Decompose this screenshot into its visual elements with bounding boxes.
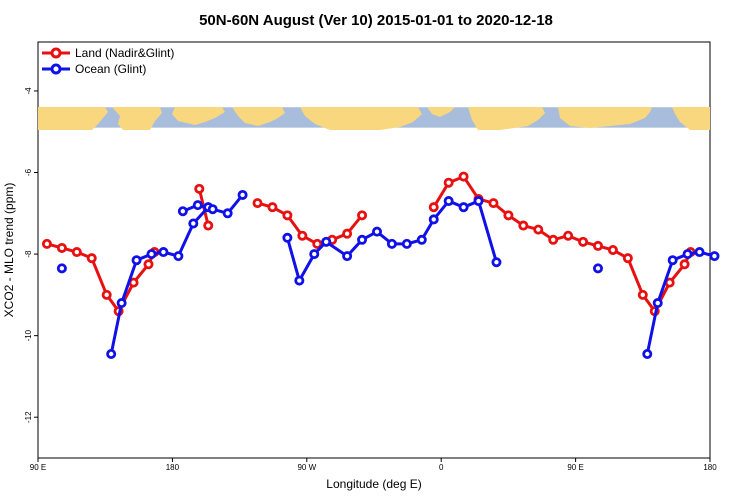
data-point [622,253,633,264]
data-point [41,238,52,249]
data-point [593,263,604,274]
y-axis-label: XCO2 - MLO trend (ppm) [2,183,16,318]
data-point [173,251,184,262]
data-point [428,214,439,225]
data-point [192,200,203,211]
series-line [46,242,156,313]
data-point [652,298,663,309]
data-point [428,202,439,213]
plot-frame [37,41,711,459]
x-tick-label: 180 [703,463,717,472]
data-point [143,259,154,270]
data-point [297,230,308,241]
data-point [131,255,142,266]
data-point [593,240,604,251]
data-point [667,255,678,266]
data-point [252,198,263,209]
x-tick-label: 90 E [567,463,583,472]
data-point [101,289,112,300]
legend-entry-land[interactable]: Land (Nadir&Glint) [42,46,174,60]
data-point [533,224,544,235]
data-point [106,348,117,359]
legend-label-ocean: Ocean (Glint) [75,62,146,76]
map-land [38,107,710,130]
data-point [56,242,67,253]
data-point [401,238,412,249]
data-point [548,234,559,245]
data-point [177,206,188,217]
data-point [56,263,67,274]
data-point [443,177,454,188]
data-point [563,230,574,241]
y-tick-label: -10 [24,329,33,341]
y-tick-label: -8 [24,250,33,258]
series-line [109,206,210,355]
data-point [222,208,233,219]
data-point [357,234,368,245]
data-point [312,238,323,249]
data-point [386,238,397,249]
data-point [443,196,454,207]
data-point [158,247,169,258]
data-point [294,275,305,286]
y-tick-label: -6 [24,168,33,176]
x-tick-label: 0 [439,463,444,472]
data-point [416,234,427,245]
legend-marker-ocean [50,63,62,75]
x-axis: 90 E 180 90 W 0 90 E 180 [30,458,717,472]
y-axis: -4 -6 -8 -10 -12 [24,87,38,423]
series-land [41,171,696,317]
data-point [473,196,484,207]
data-point [237,189,248,200]
data-point [309,249,320,260]
legend-label-land: Land (Nadir&Glint) [75,46,174,60]
legend[interactable]: Land (Nadir&Glint) Ocean (Glint) [42,46,174,76]
legend-entry-ocean[interactable]: Ocean (Glint) [42,62,146,76]
data-point [321,236,332,247]
data-point [637,289,648,300]
data-point [357,210,368,221]
data-point [71,247,82,258]
data-point [282,232,293,243]
data-point [203,220,214,231]
x-tick-label: 90 E [30,463,46,472]
data-point [679,259,690,270]
series-line [432,175,692,313]
x-axis-label: Longitude (deg E) [326,477,421,491]
data-point [607,244,618,255]
data-point [86,253,97,264]
series-layer [41,171,720,359]
data-point [694,247,705,258]
data-point [194,183,205,194]
x-tick-label: 180 [166,463,180,472]
data-point [709,251,720,262]
data-point [458,171,469,182]
y-tick-label: -4 [24,87,33,95]
data-point [503,210,514,221]
legend-marker-land [50,47,62,59]
data-point [642,348,653,359]
data-point [282,210,293,221]
data-point [146,249,157,260]
data-point [342,228,353,239]
data-point [342,251,353,262]
data-point [458,202,469,213]
data-point [518,220,529,231]
data-point [188,218,199,229]
data-point [491,257,502,268]
data-point [267,202,278,213]
data-point [578,236,589,247]
data-point [116,298,127,309]
data-point [207,204,218,215]
data-point [488,198,499,209]
y-tick-label: -12 [24,411,33,423]
chart-title: 50N-60N August (Ver 10) 2015-01-01 to 20… [199,12,553,29]
data-point [682,249,693,260]
x-tick-label: 90 W [297,463,316,472]
series-ocean [56,189,720,359]
data-point [371,226,382,237]
map-strip [38,107,710,130]
